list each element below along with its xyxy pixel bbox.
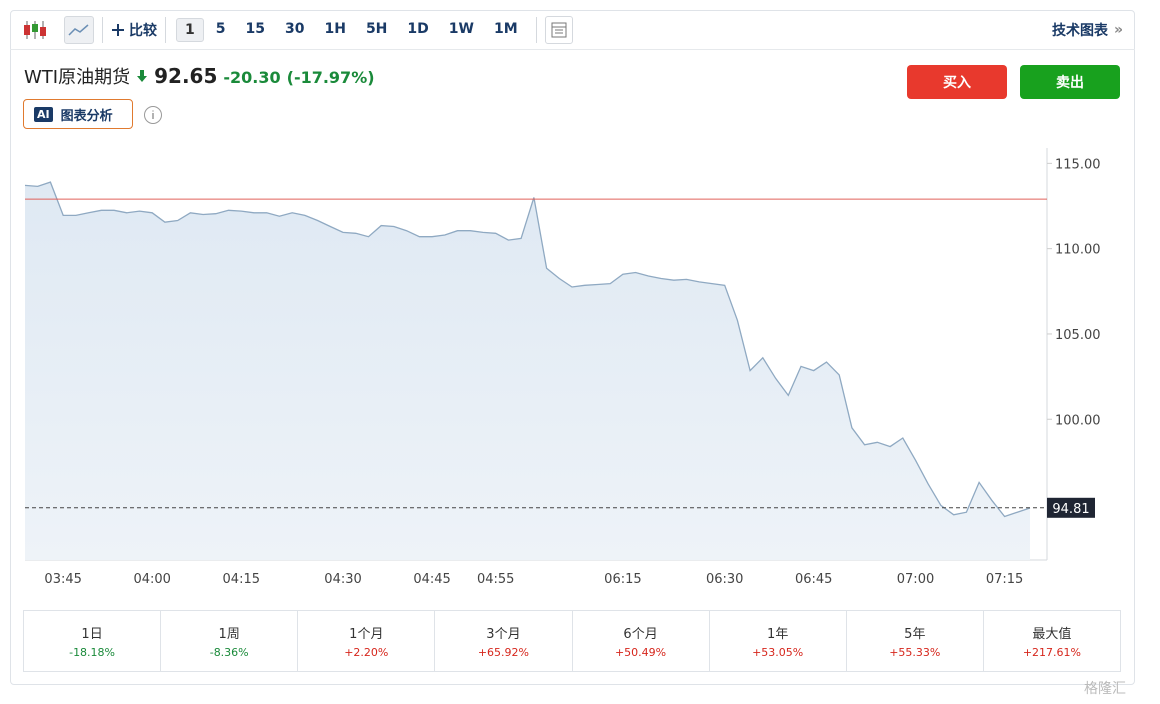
performance-cell[interactable]: 1日 -18.18% [22, 610, 162, 672]
performance-cell[interactable]: 6个月 +50.49% [571, 610, 710, 672]
period: 6个月 [623, 627, 658, 642]
interval[interactable]: 5H [365, 20, 388, 37]
x-tick-label: 04:15 [223, 572, 260, 587]
performance-table: 1日 -18.18% 1周 -8.36% 1个月 +2.20% 3个月 +65.92% 6个月 +… [22, 610, 1122, 672]
period-change: +217.61% [1022, 646, 1082, 659]
separator [102, 16, 103, 43]
y-tick-label: 110.00 [1055, 243, 1101, 258]
x-tick-label: 07:00 [897, 572, 934, 587]
interval[interactable]: 1W [448, 20, 474, 37]
y-tick-label: 100.00 [1055, 413, 1101, 428]
toolbar: 比较 1 5 15 30 1H 5H 1D 1W 1M 技术图表 » [10, 10, 1135, 50]
separator [535, 16, 537, 43]
card [10, 10, 1135, 685]
period: 5年 [904, 627, 926, 642]
period-change: -8.36% [209, 646, 249, 659]
ai-button[interactable]: AI 图表分析 [23, 99, 133, 129]
performance-cell[interactable]: 1周 -8.36% [160, 610, 299, 672]
period: 1个月 [349, 627, 384, 642]
period-change: +53.05% [752, 646, 804, 659]
ai-badge: AI [34, 106, 53, 122]
compare[interactable]: 比较 [129, 22, 157, 39]
separator [165, 16, 166, 43]
area [25, 182, 1030, 560]
period-change: -18.18% [69, 646, 116, 659]
period: 1日 [81, 627, 103, 642]
y-tick-label: 105.00 [1055, 328, 1101, 343]
price: 92.65 [154, 64, 218, 88]
quote-header: WTI原油期货 92.65 -20.30 (-17.97%) [24, 63, 375, 89]
x-tick-label: 06:30 [706, 572, 743, 587]
period-change: +65.92% [477, 646, 530, 659]
price-line [24, 181, 1031, 518]
x-tick-label: 06:15 [604, 572, 641, 587]
y-tick-label: 115.00 [1055, 157, 1101, 172]
change-pct: (-17.97%) [286, 68, 375, 87]
line-icon[interactable] [64, 15, 94, 44]
period-change: +50.49% [614, 646, 667, 659]
period-change: +55.33% [889, 646, 941, 659]
x-tick-label: 06:45 [795, 572, 832, 587]
period: 1周 [218, 627, 240, 642]
performance-cell[interactable]: 最大值 +217.61% [982, 610, 1122, 672]
layout-icon[interactable] [544, 15, 573, 44]
x-tick-label: 04:30 [324, 572, 361, 587]
interval[interactable]: 5 [215, 20, 226, 37]
down-arrow [137, 70, 148, 82]
interval[interactable]: 1D [407, 20, 429, 37]
tech-chart-arrow[interactable]: » [1113, 21, 1123, 38]
candle-icon[interactable] [20, 18, 50, 42]
performance-cell[interactable]: 5年 +55.33% [845, 610, 984, 672]
interval[interactable]: 30 [284, 20, 305, 37]
plus-icon [112, 23, 124, 36]
x-tick-label: 04:45 [413, 572, 450, 587]
interval[interactable]: 1H [324, 20, 346, 37]
info-icon[interactable] [143, 105, 163, 125]
change: -20.30 [223, 68, 281, 87]
interval[interactable]: 15 [245, 20, 265, 37]
x-tick-label: 04:55 [477, 572, 514, 587]
period: 1年 [767, 627, 789, 642]
performance-row: 1日 -18.18% 1周 -8.36% 1个月 +2.20% 3个月 +65.92% 6个月 +… [22, 610, 1122, 672]
period: 3个月 [486, 627, 521, 642]
last-price-box [1047, 497, 1095, 518]
footer-watermark: 格隆汇 [1084, 681, 1126, 697]
x-tick-label: 03:45 [44, 572, 81, 587]
sell-button[interactable]: 卖出 [1020, 65, 1120, 99]
x-tick-label: 04:00 [133, 572, 170, 587]
intervals: 1 5 15 30 1H 5H 1D 1W 1M [174, 17, 528, 42]
performance-cell[interactable]: 3个月 +65.92% [434, 610, 573, 672]
tech-chart[interactable]: 技术图表 [1051, 22, 1108, 39]
performance-cell[interactable]: 1个月 +2.20% [297, 610, 436, 672]
last-price-label: 94.81 [1052, 502, 1089, 517]
period-change: +2.20% [344, 646, 389, 659]
performance-cell[interactable]: 1年 +53.05% [708, 610, 847, 672]
x-tick-label: 07:15 [986, 572, 1023, 587]
interval[interactable]: 1M [493, 20, 518, 37]
period: 最大值 [1032, 627, 1072, 642]
ai-label: 图表分析 [60, 108, 113, 124]
instrument-title: WTI原油期货 [24, 67, 131, 88]
interval[interactable]: 1 [176, 17, 204, 42]
buy-button[interactable]: 买入 [907, 65, 1007, 99]
